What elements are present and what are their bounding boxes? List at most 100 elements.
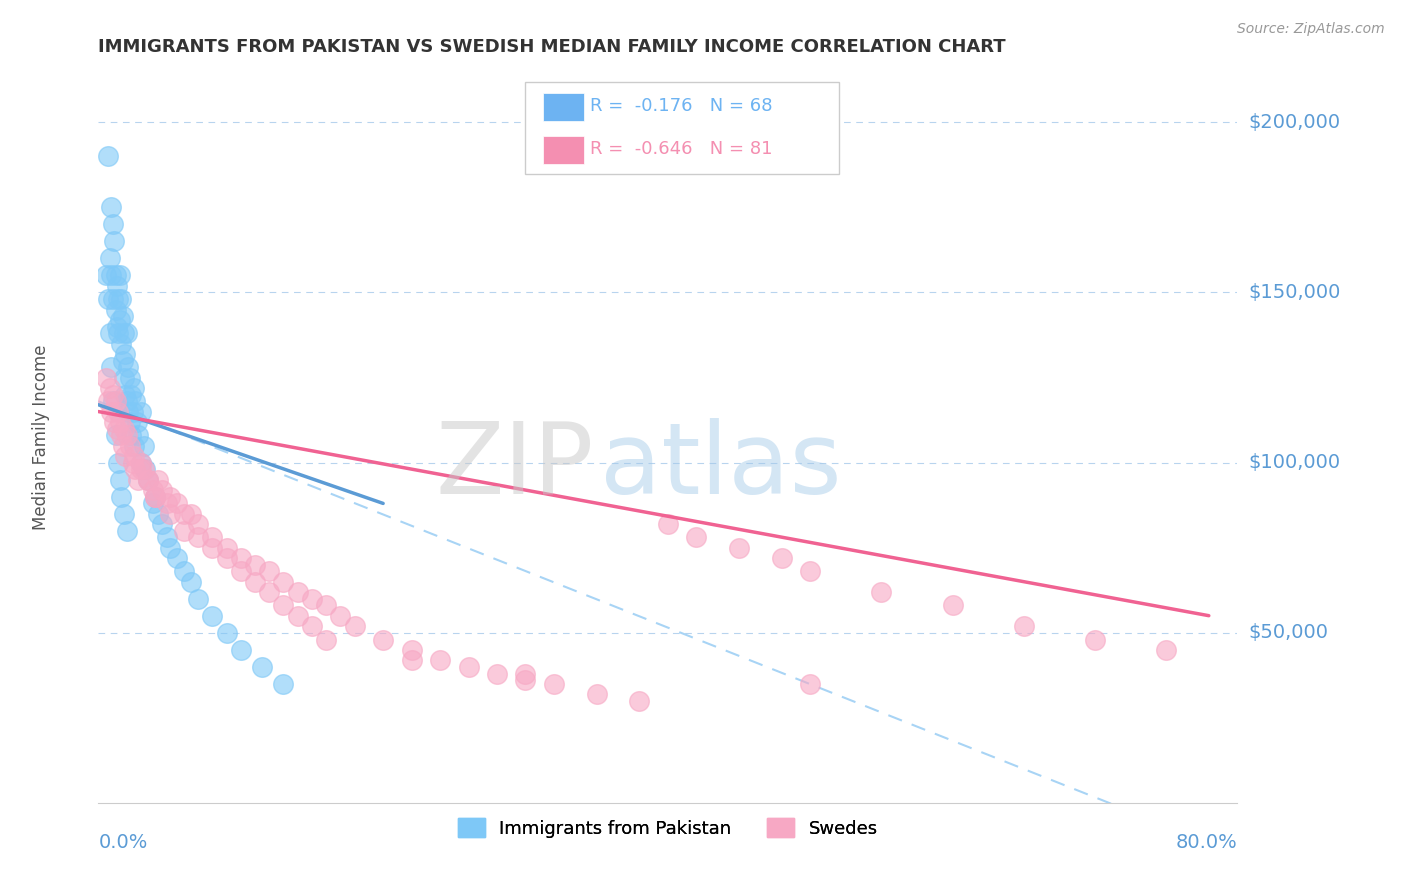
Point (429, 653, 451, 667)
Point (141, 483, 163, 497)
Point (156, 496, 179, 510)
Point (585, 687, 607, 701)
Point (112, 421, 135, 435)
Point (201, 608, 224, 623)
Point (104, 268, 127, 283)
Point (108, 312, 131, 326)
Point (98, 252, 121, 266)
Point (180, 507, 202, 521)
Point (97, 293, 120, 307)
Point (100, 201, 122, 215)
Point (315, 599, 337, 613)
Point (486, 666, 509, 681)
Point (799, 565, 821, 579)
Point (250, 659, 273, 673)
Point (145, 490, 167, 504)
Point (457, 659, 479, 673)
Point (115, 394, 138, 409)
Point (127, 428, 149, 442)
Point (104, 302, 127, 317)
Point (148, 473, 170, 487)
Point (108, 415, 131, 429)
Point (173, 524, 195, 538)
Point (229, 550, 252, 565)
Point (108, 268, 131, 283)
Point (97, 394, 120, 409)
Point (145, 490, 167, 504)
Point (118, 370, 141, 384)
Point (101, 394, 124, 409)
Point (287, 585, 309, 599)
Text: R =  -0.646   N = 81: R = -0.646 N = 81 (591, 140, 773, 158)
Point (112, 507, 135, 521)
Point (243, 558, 266, 572)
Point (187, 516, 209, 531)
Point (1154, 642, 1177, 657)
Point (132, 462, 155, 476)
Point (152, 483, 174, 497)
Point (129, 404, 152, 418)
Point (110, 293, 132, 307)
Point (159, 490, 181, 504)
Point (187, 531, 209, 545)
Point (122, 381, 145, 395)
Point (108, 473, 131, 487)
Point (114, 387, 136, 401)
Point (201, 531, 224, 545)
FancyBboxPatch shape (526, 82, 839, 174)
Point (98, 326, 121, 341)
Point (122, 439, 145, 453)
Text: IMMIGRANTS FROM PAKISTAN VS SWEDISH MEDIAN FAMILY INCOME CORRELATION CHART: IMMIGRANTS FROM PAKISTAN VS SWEDISH MEDI… (98, 38, 1007, 56)
Point (543, 677, 565, 691)
Point (942, 599, 965, 613)
Point (104, 394, 127, 409)
Point (112, 326, 135, 341)
Point (134, 462, 156, 476)
Point (110, 490, 132, 504)
Point (105, 319, 128, 334)
Point (259, 565, 281, 579)
Point (180, 574, 202, 589)
Point (628, 694, 651, 708)
Point (329, 608, 352, 623)
Point (104, 428, 127, 442)
Point (201, 541, 224, 555)
Point (136, 473, 159, 487)
Text: $200,000: $200,000 (1249, 113, 1340, 132)
Point (173, 507, 195, 521)
Point (373, 632, 395, 647)
Point (115, 524, 138, 538)
Point (136, 473, 159, 487)
FancyBboxPatch shape (543, 94, 583, 121)
Text: Median Family Income: Median Family Income (32, 344, 51, 530)
Point (152, 516, 174, 531)
Point (114, 347, 136, 361)
Point (401, 653, 423, 667)
Point (159, 507, 181, 521)
Text: ZIP: ZIP (436, 417, 593, 515)
Point (100, 268, 122, 283)
Point (259, 585, 281, 599)
Point (273, 677, 295, 691)
Point (110, 428, 132, 442)
Point (159, 541, 181, 555)
Point (117, 360, 139, 375)
Point (124, 462, 146, 476)
Point (100, 360, 122, 375)
Point (114, 449, 136, 463)
Point (129, 456, 152, 470)
Point (301, 619, 323, 633)
Point (141, 496, 163, 510)
Point (132, 439, 155, 453)
Point (685, 531, 707, 545)
Point (100, 404, 122, 418)
Point (103, 235, 125, 249)
Point (301, 591, 323, 606)
Text: $50,000: $50,000 (1249, 624, 1329, 642)
Text: atlas: atlas (599, 417, 841, 515)
Text: 80.0%: 80.0% (1175, 833, 1237, 853)
Point (215, 541, 238, 555)
Point (315, 632, 337, 647)
Point (215, 550, 238, 565)
Point (111, 439, 134, 453)
